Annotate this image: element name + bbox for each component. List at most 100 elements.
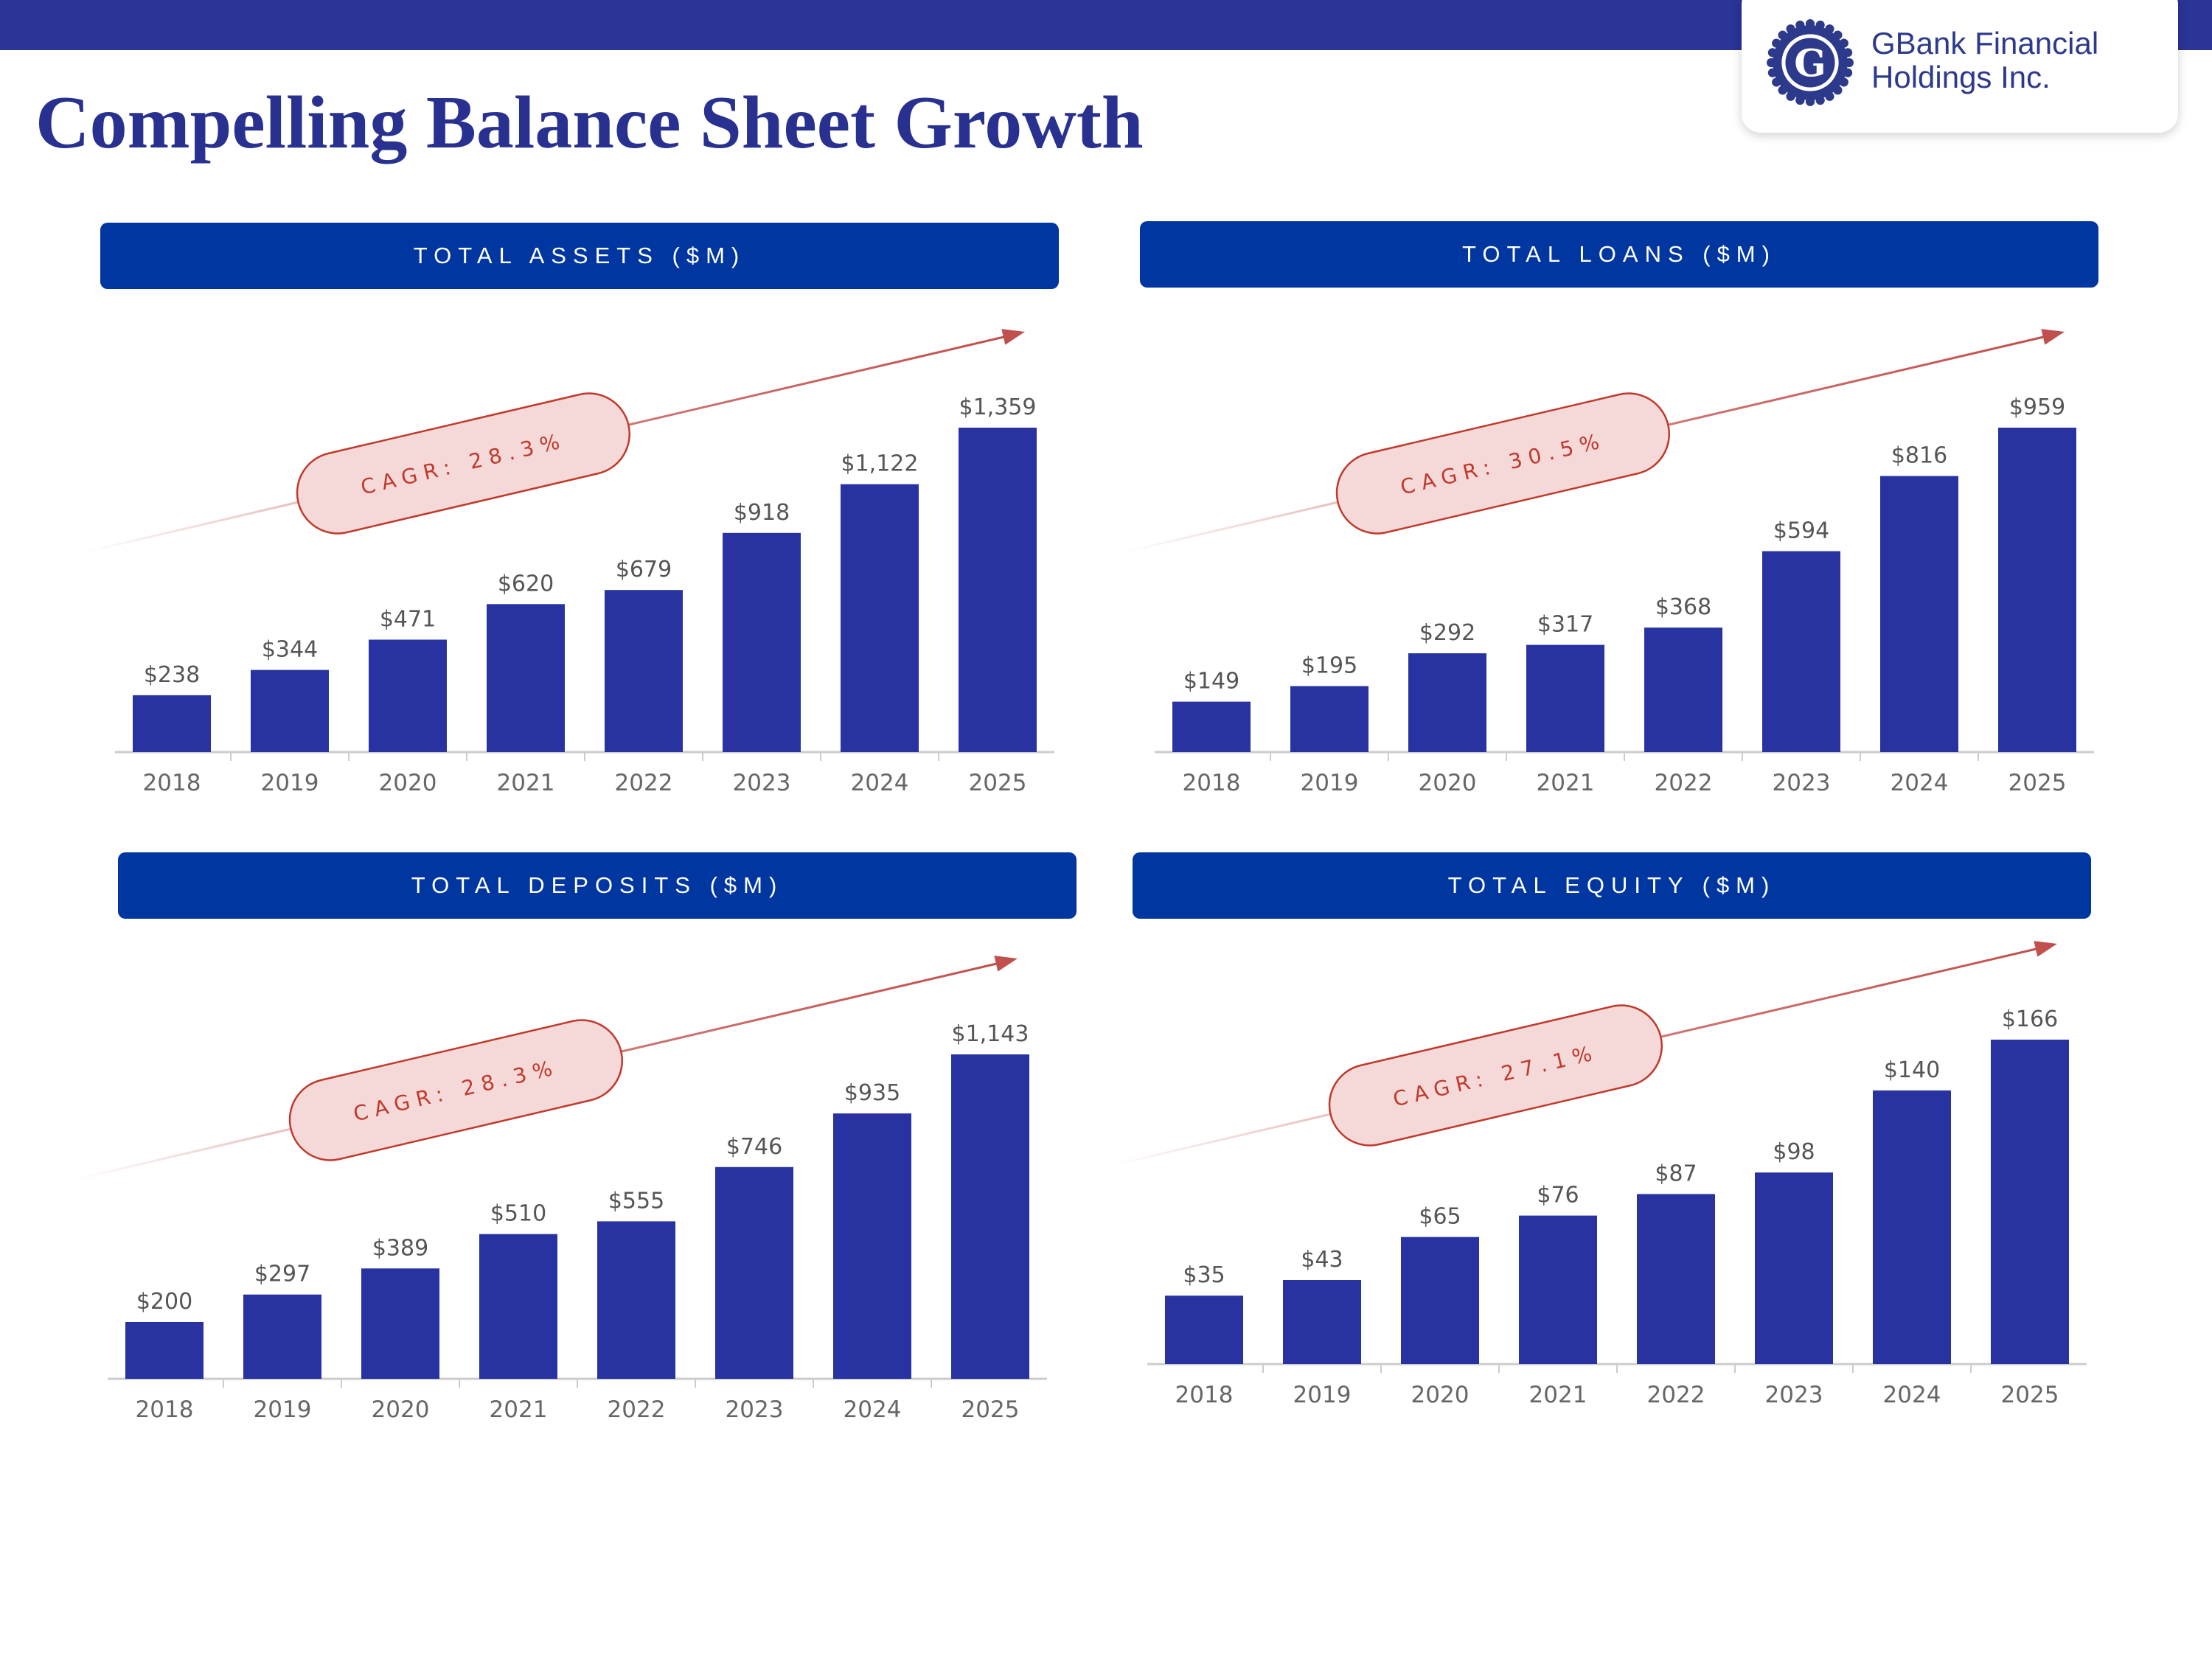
bar-2023 (723, 532, 801, 752)
data-label-2022: $679 (616, 557, 672, 582)
cagr-badge: CAGR: 28.3% (296, 392, 631, 535)
data-label-2019: $344 (262, 637, 318, 663)
arrowhead-icon (994, 956, 1018, 972)
data-label-2023: $746 (726, 1134, 782, 1160)
data-label-2018: $238 (144, 662, 200, 688)
bar-2020 (361, 1268, 439, 1379)
x-tick-label-2022: 2022 (608, 1397, 666, 1423)
x-tick-label-2019: 2019 (261, 770, 319, 796)
bar-2020 (369, 639, 447, 752)
cagr-badge-shape (288, 1019, 624, 1161)
bar-2024 (1880, 476, 1958, 752)
x-tick-label-2018: 2018 (1183, 770, 1241, 796)
data-label-2020: $65 (1419, 1204, 1461, 1230)
cagr-badge-shape (1328, 1004, 1663, 1147)
arrowhead-icon (2041, 329, 2065, 345)
x-tick-label-2023: 2023 (1765, 1382, 1823, 1408)
cagr-badge-shape (1335, 392, 1671, 535)
bar-2021 (1519, 1215, 1597, 1364)
bar-2020 (1408, 653, 1486, 752)
logo-letter: G (1794, 41, 1826, 85)
data-label-2021: $317 (1537, 612, 1593, 638)
x-tick-label-2020: 2020 (372, 1397, 430, 1423)
data-label-2022: $555 (608, 1188, 664, 1214)
data-label-2021: $620 (498, 571, 554, 597)
equity-panel-header: TOTAL EQUITY ($M) (1133, 852, 2091, 919)
page-title: Compelling Balance Sheet Growth (35, 81, 1144, 164)
x-tick-label-2024: 2024 (851, 770, 909, 796)
data-label-2019: $297 (254, 1262, 310, 1287)
data-label-2023: $594 (1773, 518, 1829, 544)
data-label-2025: $959 (2009, 394, 2065, 420)
total-deposits-chart: CAGR: 28.3% $200 2018 $297 2019 $389 2020 $510 2… (73, 956, 1047, 1423)
bar-2018 (1172, 701, 1251, 752)
data-label-2025: $166 (2002, 1006, 2058, 1032)
data-label-2024: $140 (1884, 1057, 1940, 1083)
company-logo: G GBank Financial Holdings Inc. (1742, 0, 2178, 133)
x-tick-label-2018: 2018 (1175, 1382, 1234, 1408)
total-equity-chart: CAGR: 27.1% $35 2018 $43 2019 $65 2020 $76 2021 $… (1113, 941, 2087, 1408)
bar-2019 (251, 669, 329, 752)
data-label-2020: $389 (372, 1235, 428, 1261)
bar-2022 (605, 590, 683, 752)
logo-line-2: Holdings Inc. (1871, 60, 2051, 94)
x-tick-label-2021: 2021 (497, 770, 555, 796)
bar-2022 (1637, 1194, 1715, 1364)
data-label-2024: $816 (1891, 443, 1947, 469)
bar-2025 (951, 1054, 1029, 1379)
data-label-2023: $98 (1773, 1139, 1815, 1165)
data-label-2019: $43 (1301, 1247, 1343, 1273)
bar-2021 (1526, 644, 1604, 752)
data-label-2018: $35 (1183, 1262, 1225, 1288)
bar-2025 (959, 428, 1037, 752)
loans-panel-header: TOTAL LOANS ($M) (1140, 221, 2098, 288)
bar-2021 (479, 1234, 557, 1379)
arrowhead-icon (2034, 941, 2057, 957)
x-tick-label-2021: 2021 (1529, 1382, 1587, 1408)
x-tick-label-2022: 2022 (1655, 770, 1713, 796)
deposits-panel-header: TOTAL DEPOSITS ($M) (118, 852, 1077, 919)
x-tick-label-2024: 2024 (844, 1397, 902, 1423)
bar-2018 (1165, 1295, 1243, 1364)
x-tick-label-2023: 2023 (733, 770, 791, 796)
x-tick-label-2021: 2021 (490, 1397, 548, 1423)
data-label-2024: $1,122 (841, 451, 919, 477)
x-tick-label-2024: 2024 (1883, 1382, 1941, 1408)
bar-2020 (1401, 1237, 1479, 1364)
assets-panel-header: TOTAL ASSETS ($M) (100, 223, 1059, 289)
data-label-2020: $471 (380, 607, 436, 633)
x-tick-label-2024: 2024 (1891, 770, 1949, 796)
x-tick-label-2018: 2018 (143, 770, 201, 796)
data-label-2025: $1,359 (959, 394, 1037, 420)
bar-2022 (597, 1221, 675, 1379)
x-tick-label-2025: 2025 (961, 1397, 1020, 1423)
total-assets-chart: CAGR: 28.3% $238 2018 $344 2019 $471 2020 $620 2… (80, 329, 1054, 796)
x-tick-label-2018: 2018 (136, 1397, 194, 1423)
bar-2021 (487, 604, 565, 752)
data-label-2020: $292 (1419, 620, 1475, 646)
data-label-2019: $195 (1301, 653, 1357, 679)
bar-2024 (841, 484, 919, 752)
data-label-2021: $76 (1537, 1183, 1579, 1208)
logo-wordmark: GBank Financial Holdings Inc. (1871, 27, 2098, 94)
x-tick-label-2021: 2021 (1537, 770, 1595, 796)
data-label-2021: $510 (490, 1201, 546, 1227)
x-tick-label-2020: 2020 (379, 770, 437, 796)
x-tick-label-2025: 2025 (2008, 770, 2067, 796)
data-label-2022: $368 (1655, 594, 1711, 620)
cagr-badge: CAGR: 27.1% (1328, 1004, 1663, 1147)
data-label-2018: $149 (1183, 669, 1239, 695)
bar-2019 (243, 1294, 321, 1379)
x-tick-label-2020: 2020 (1419, 770, 1477, 796)
bar-2024 (833, 1113, 911, 1379)
x-tick-label-2019: 2019 (254, 1397, 312, 1423)
bar-2018 (133, 695, 211, 752)
x-tick-label-2022: 2022 (615, 770, 673, 796)
x-tick-label-2023: 2023 (726, 1397, 784, 1423)
data-label-2024: $935 (844, 1080, 900, 1106)
bar-2023 (715, 1166, 793, 1379)
bar-2023 (1762, 551, 1840, 752)
cagr-badge-shape (296, 392, 631, 535)
x-tick-label-2023: 2023 (1773, 770, 1831, 796)
data-label-2018: $200 (136, 1289, 192, 1315)
